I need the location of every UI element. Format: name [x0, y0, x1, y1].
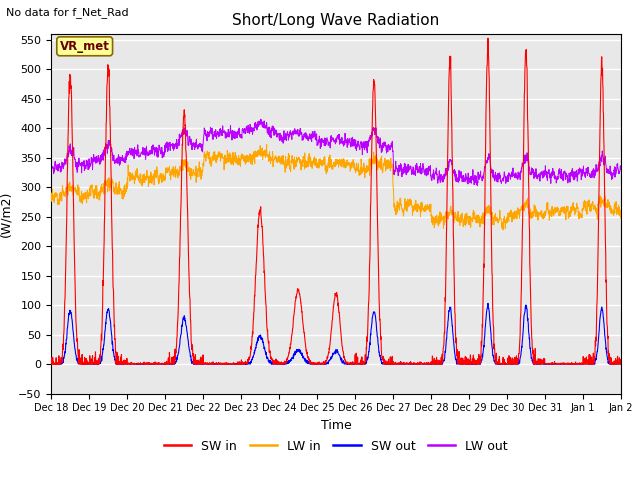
Text: VR_met: VR_met: [60, 40, 109, 53]
Y-axis label: (W/m2): (W/m2): [0, 191, 13, 237]
Legend: SW in, LW in, SW out, LW out: SW in, LW in, SW out, LW out: [159, 434, 513, 457]
X-axis label: Time: Time: [321, 419, 351, 432]
Text: No data for f_Net_Rad: No data for f_Net_Rad: [6, 7, 129, 18]
Title: Short/Long Wave Radiation: Short/Long Wave Radiation: [232, 13, 440, 28]
